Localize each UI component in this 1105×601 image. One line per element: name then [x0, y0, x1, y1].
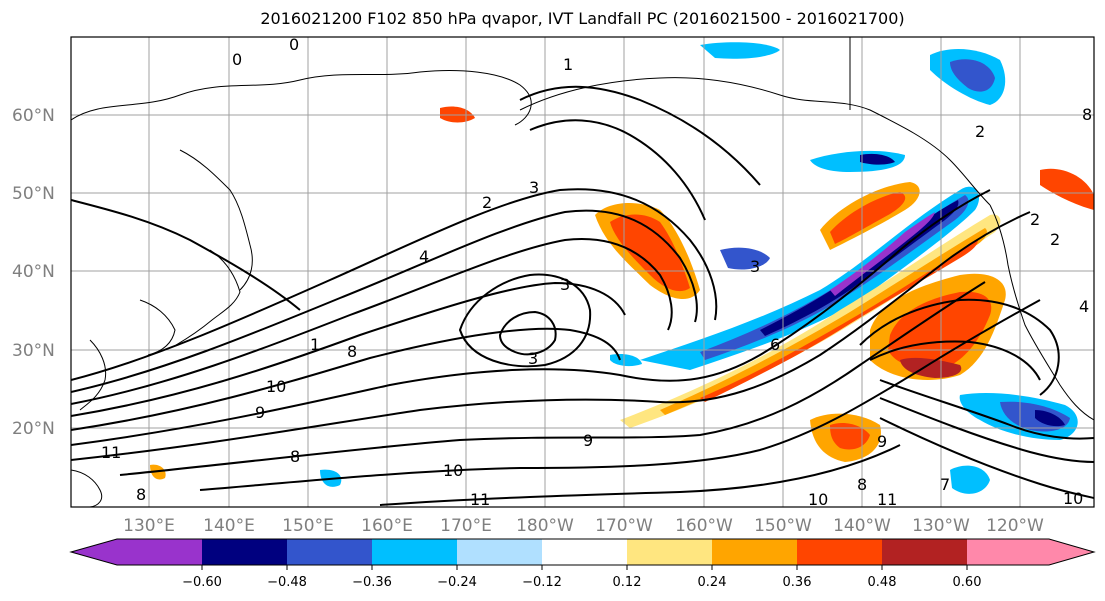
colorbar-tick-label: −0.48	[267, 575, 307, 590]
contour-label: 9	[255, 403, 265, 422]
colorbar-tick-label: 0.60	[953, 575, 982, 590]
colorbar-segment	[627, 539, 712, 565]
lon-label: 130°E	[123, 516, 175, 536]
lon-label: 180°W	[516, 516, 574, 536]
lon-label: 160°E	[361, 516, 413, 536]
contour-label: 8	[857, 475, 867, 494]
contour-label: 3	[529, 178, 539, 197]
contour-label: 10	[1063, 489, 1083, 508]
contour-label: 2	[1050, 230, 1060, 249]
contour-label: 10	[443, 461, 463, 480]
colorbar-segment	[372, 539, 457, 565]
colorbar-segment	[967, 539, 1049, 565]
lon-label: 150°W	[754, 516, 812, 536]
lon-label: 140°E	[203, 516, 255, 536]
contour-label: 8	[136, 485, 146, 504]
colorbar-segment	[542, 539, 627, 565]
colorbar-tick-label: −0.60	[182, 575, 222, 590]
contour-label: 9	[877, 432, 887, 451]
contour-label: 3	[560, 275, 570, 294]
lon-label: 140°W	[833, 516, 891, 536]
colorbar-extend-max	[1049, 539, 1094, 565]
contour-label: 10	[266, 377, 286, 396]
contour-label: 10	[808, 490, 828, 509]
contour-label: 7	[940, 475, 950, 494]
lon-label: 130°W	[912, 516, 970, 536]
colorbar-tick-label: −0.24	[437, 575, 477, 590]
colorbar-segment	[287, 539, 372, 565]
lat-label: 50°N	[12, 184, 55, 204]
contour-label: 0	[232, 50, 242, 69]
contour-label: 0	[289, 35, 299, 54]
contour-label: 6	[770, 335, 780, 354]
colorbar-tick-label: 0.12	[613, 575, 642, 590]
lat-label: 30°N	[12, 341, 55, 361]
lat-label: 20°N	[12, 419, 55, 439]
map-title: 2016021200 F102 850 hPa qvapor, IVT Land…	[260, 9, 905, 28]
contour-labels: 0 0 1 2 3 2 4 3 3 3 1 8 10 9 8 11 10 9 1…	[101, 35, 1092, 509]
longitude-labels: 130°E 140°E 150°E 160°E 170°E 180°W 170°…	[123, 516, 1044, 536]
contour-label: 11	[470, 490, 490, 509]
colorbar-segment	[882, 539, 967, 565]
colorbar-tick-label: −0.12	[522, 575, 562, 590]
contour-label: 4	[419, 247, 429, 266]
coastlines	[71, 37, 1094, 507]
contour-label: 3	[528, 349, 538, 368]
contour-label: 1	[310, 335, 320, 354]
colorbar-tick-label: 0.36	[783, 575, 812, 590]
lon-label: 170°E	[440, 516, 492, 536]
lon-label: 160°W	[675, 516, 733, 536]
contour-label: 2	[1030, 210, 1040, 229]
lon-label: 150°E	[282, 516, 334, 536]
lat-label: 60°N	[12, 106, 55, 126]
colorbar-segment	[117, 539, 202, 565]
lon-label: 170°W	[595, 516, 653, 536]
ivt-contours	[71, 85, 1094, 506]
colorbar-segment	[457, 539, 542, 565]
qvapor-shading	[150, 42, 1094, 494]
contour-label: 4	[1079, 297, 1089, 316]
colorbar-extend-min	[71, 539, 117, 565]
contour-label: 2	[975, 122, 985, 141]
colorbar-segment	[797, 539, 882, 565]
graticule	[71, 37, 1094, 507]
colorbar-tick-label: 0.24	[698, 575, 727, 590]
colorbar-tick-label: −0.36	[352, 575, 392, 590]
contour-label: 2	[482, 193, 492, 212]
contour-label: 3	[750, 257, 760, 276]
contour-label: 11	[877, 490, 897, 509]
contour-label: 8	[347, 342, 357, 361]
contour-label: 9	[583, 431, 593, 450]
contour-label: 1	[563, 55, 573, 74]
map-frame	[70, 36, 1095, 508]
lon-label: 120°W	[986, 516, 1044, 536]
latitude-labels: 60°N 50°N 40°N 30°N 20°N	[12, 106, 55, 439]
lat-label: 40°N	[12, 262, 55, 282]
contour-label: 11	[101, 443, 121, 462]
colorbar-tick-label: 0.48	[868, 575, 897, 590]
colorbar: −0.60 −0.48 −0.36 −0.24 −0.12 0.12 0.24 …	[69, 538, 1096, 590]
colorbar-segment	[712, 539, 797, 565]
contour-label: 8	[1082, 105, 1092, 124]
contour-label: 8	[290, 447, 300, 466]
colorbar-segment	[202, 539, 287, 565]
